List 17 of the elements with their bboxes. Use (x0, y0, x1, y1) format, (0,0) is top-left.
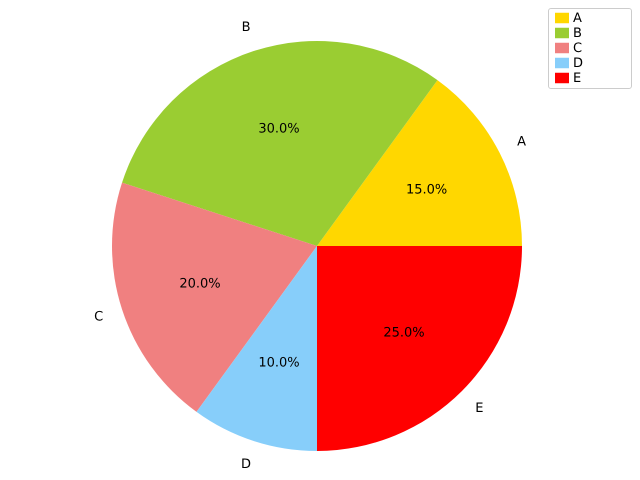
data-label: 30.0% (258, 122, 300, 137)
legend-label: D (573, 56, 584, 71)
data-label: 10.0% (258, 355, 300, 370)
data-label: 15.0% (406, 182, 448, 198)
legend-label: C (573, 41, 582, 56)
pie-slice (317, 246, 522, 451)
legend-label: E (573, 71, 582, 86)
data-label: 25.0% (383, 325, 425, 340)
slice-label: C (94, 309, 104, 324)
legend-label: B (573, 26, 582, 41)
slice-label: E (475, 400, 484, 416)
legend-label: A (573, 11, 582, 26)
slice-label: B (242, 20, 251, 36)
slice-label: D (241, 456, 252, 472)
slice-label: A (517, 134, 526, 150)
pie-slice (112, 182, 317, 412)
data-label: 20.0% (179, 276, 221, 292)
